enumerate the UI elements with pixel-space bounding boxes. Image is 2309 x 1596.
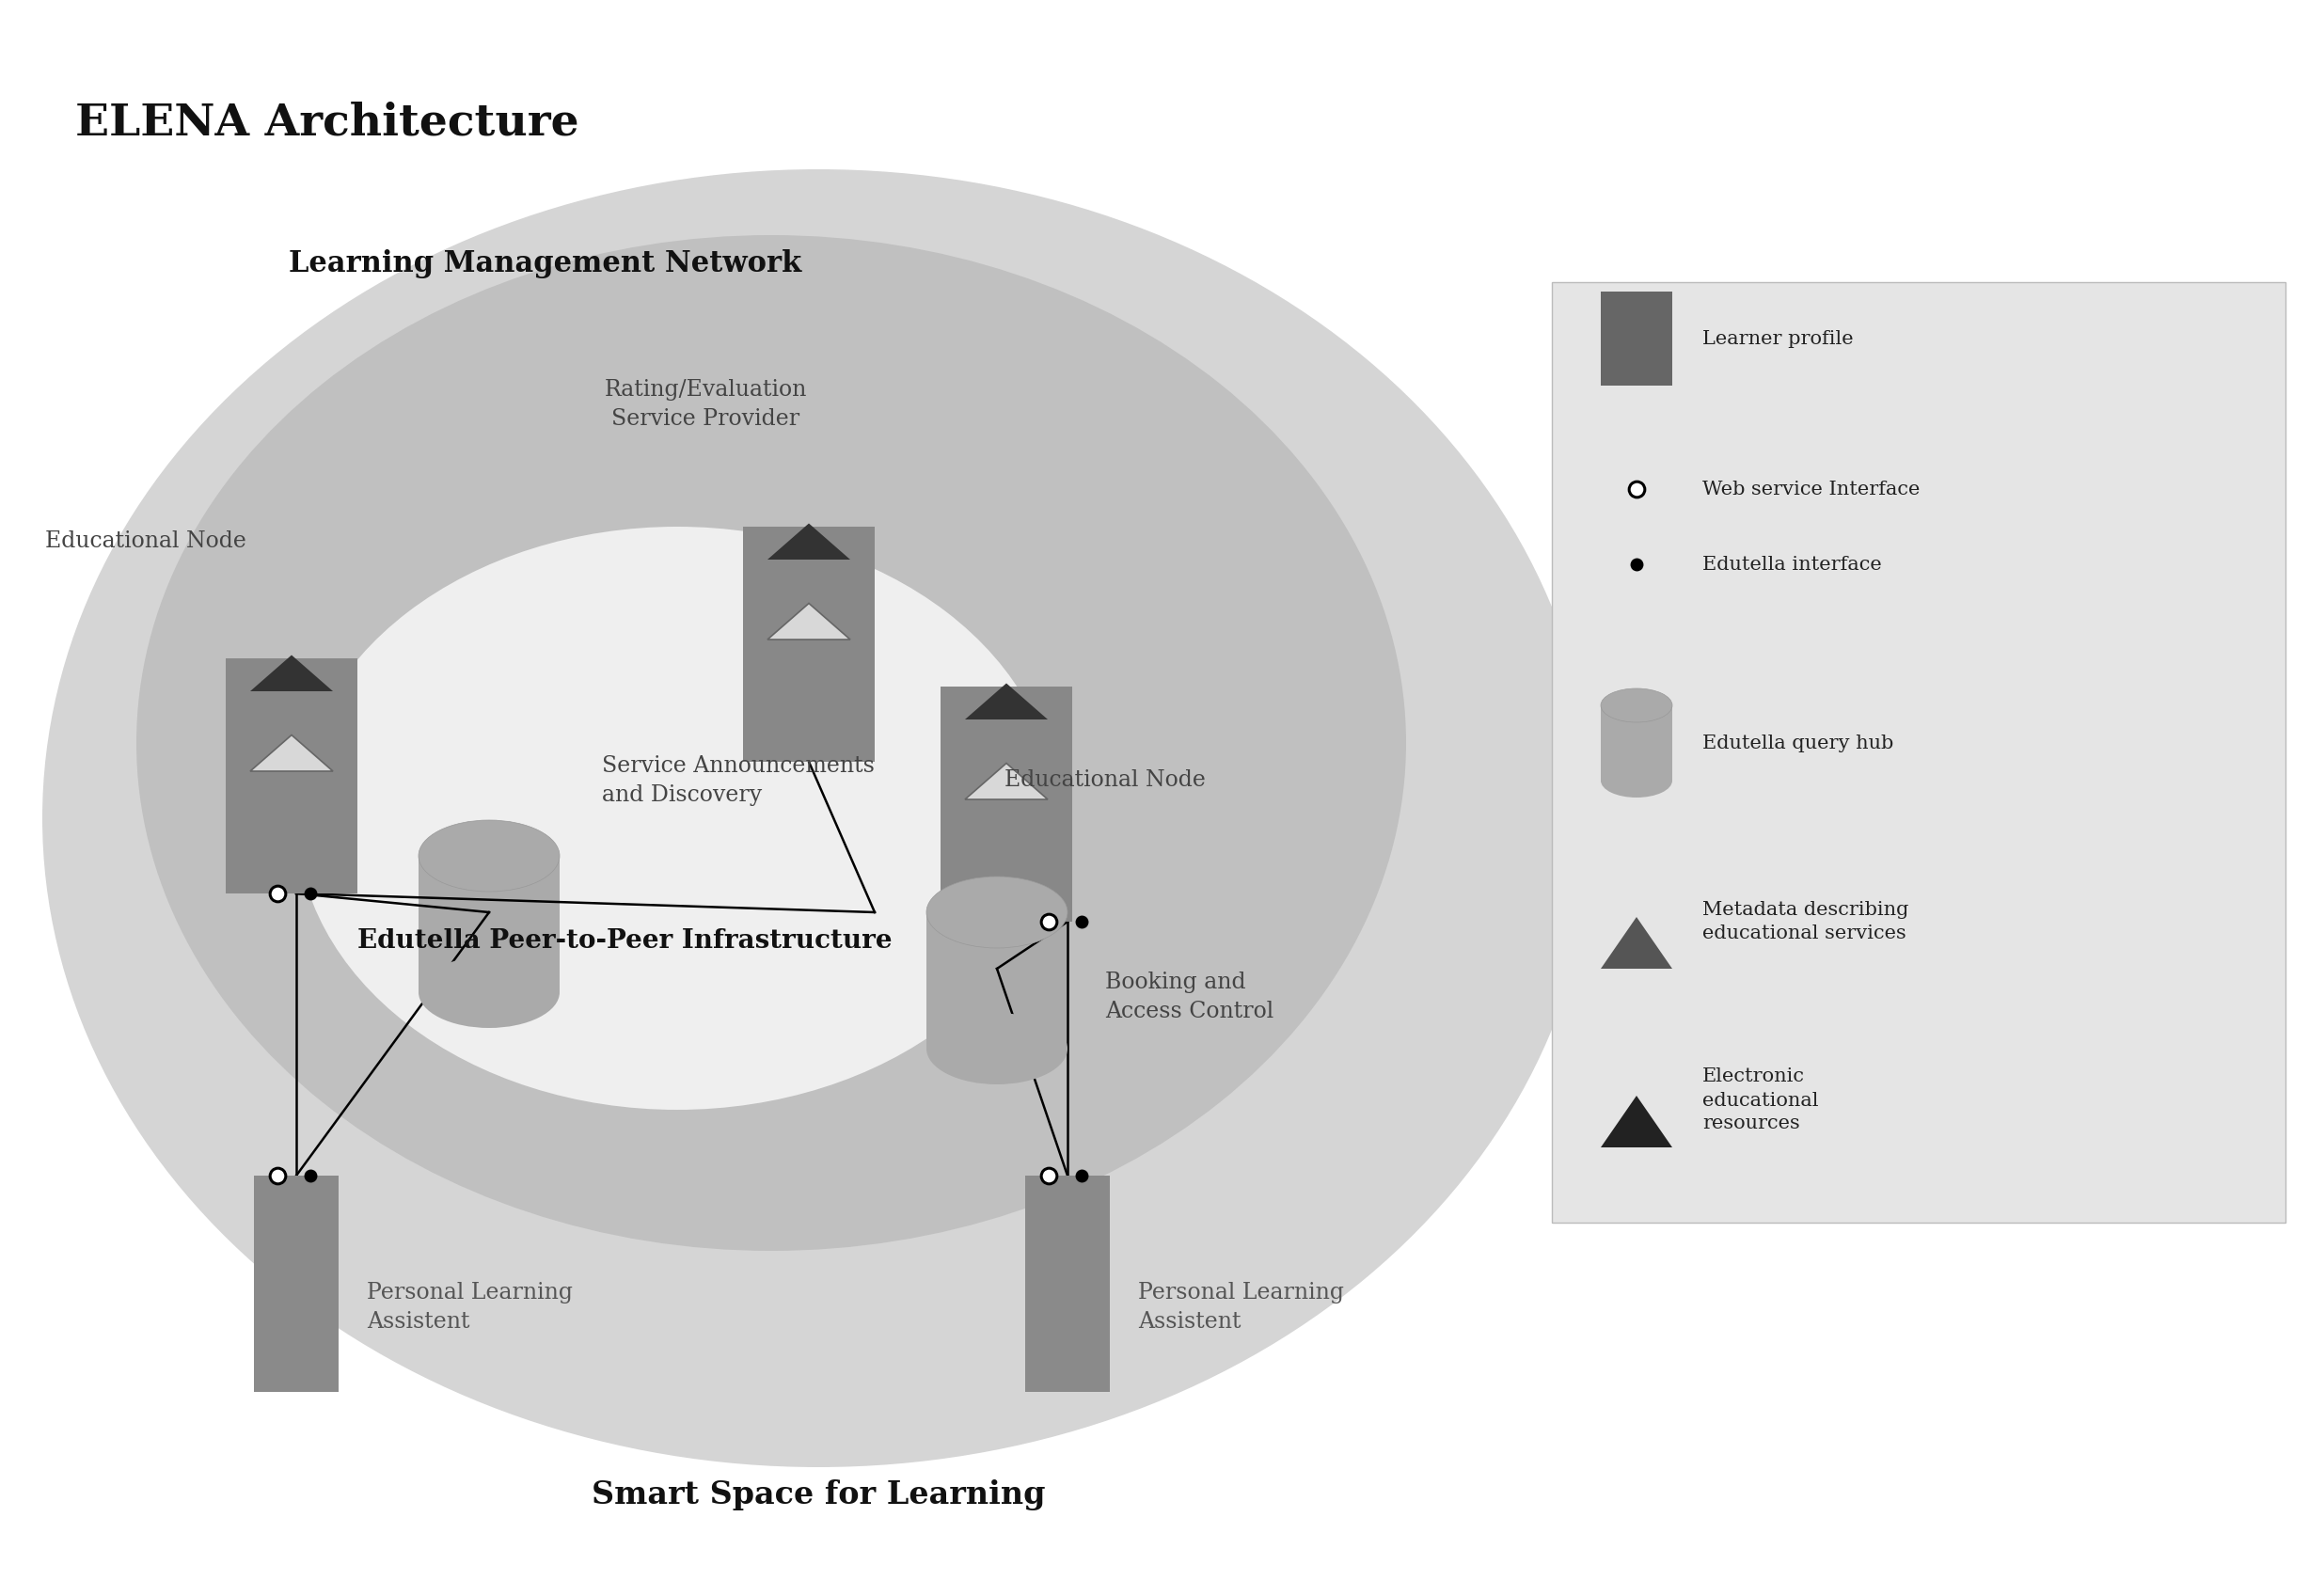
Text: Edutella query hub: Edutella query hub [1702, 734, 1893, 752]
Bar [1600, 292, 1672, 386]
Text: Personal Learning
Assistent: Personal Learning Assistent [367, 1282, 573, 1333]
Text: Booking and
Access Control: Booking and Access Control [1106, 972, 1275, 1021]
Ellipse shape [1600, 763, 1672, 798]
Text: Service Announcements
and Discovery: Service Announcements and Discovery [603, 755, 875, 806]
Ellipse shape [418, 820, 559, 892]
Text: Web service Interface: Web service Interface [1702, 480, 1921, 498]
Ellipse shape [296, 527, 1058, 1109]
Ellipse shape [136, 235, 1406, 1251]
Text: Edutella interface: Edutella interface [1702, 555, 1882, 573]
Ellipse shape [926, 876, 1067, 948]
Bar [926, 913, 1067, 1049]
Polygon shape [249, 736, 332, 771]
Polygon shape [965, 683, 1048, 720]
Bar [940, 686, 1071, 921]
Bar [254, 1176, 339, 1392]
Text: Educational Node: Educational Node [46, 530, 247, 552]
Text: ELENA Architecture: ELENA Architecture [76, 101, 580, 144]
Text: Learning Management Network: Learning Management Network [289, 249, 801, 278]
Polygon shape [767, 523, 850, 560]
Bar [1025, 1176, 1111, 1392]
Text: Metadata describing
educational services: Metadata describing educational services [1702, 902, 1910, 942]
Bar [743, 527, 875, 761]
Polygon shape [249, 654, 332, 691]
Bar [418, 855, 559, 993]
Ellipse shape [418, 956, 559, 1028]
Polygon shape [965, 763, 1048, 800]
Bar [1600, 705, 1672, 780]
Polygon shape [767, 603, 850, 640]
Text: Edutella Peer-to-Peer Infrastructure: Edutella Peer-to-Peer Infrastructure [358, 927, 891, 953]
Text: Educational Node: Educational Node [1004, 769, 1205, 792]
Bar [1552, 282, 2286, 1223]
Ellipse shape [42, 169, 1593, 1467]
Ellipse shape [926, 1013, 1067, 1084]
Text: Rating/Evaluation
Service Provider: Rating/Evaluation Service Provider [605, 380, 806, 429]
Text: Smart Space for Learning: Smart Space for Learning [591, 1479, 1046, 1511]
Ellipse shape [1600, 688, 1672, 723]
Text: Personal Learning
Assistent: Personal Learning Assistent [1138, 1282, 1344, 1333]
Polygon shape [1600, 1096, 1672, 1148]
Bar [226, 658, 358, 894]
Polygon shape [1600, 918, 1672, 969]
Text: Learner profile: Learner profile [1702, 330, 1854, 348]
Text: Electronic
educational
resources: Electronic educational resources [1702, 1068, 1819, 1133]
